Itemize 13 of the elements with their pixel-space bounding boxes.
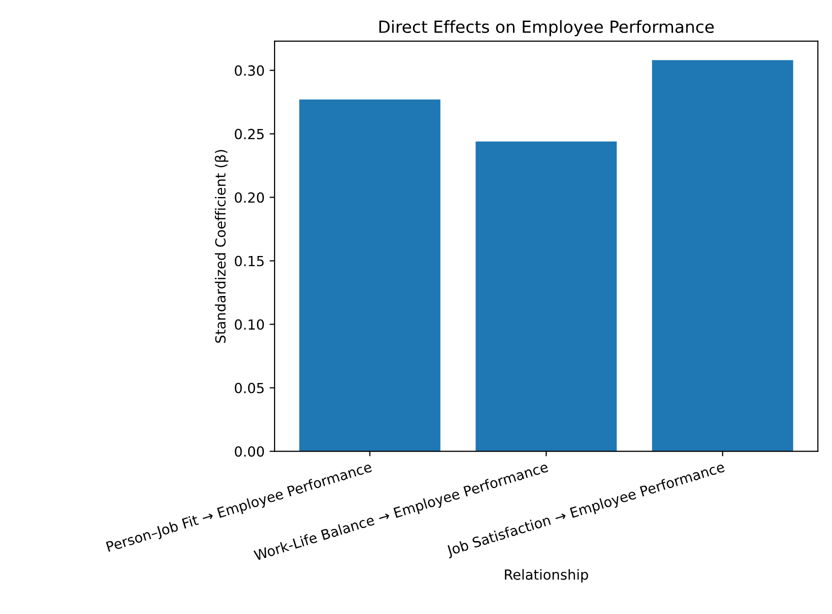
- chart-title: Direct Effects on Employee Performance: [379, 20, 714, 36]
- y-tick-label: 0.05: [234, 382, 264, 394]
- y-tick-label: 0.25: [234, 128, 264, 140]
- bar: [476, 141, 617, 452]
- y-tick-label: 0.10: [234, 319, 264, 330]
- bar: [299, 100, 440, 452]
- y-tick-label: 0.30: [234, 65, 264, 76]
- y-tick-label: 0.15: [234, 256, 264, 266]
- y-tick-label: 0.00: [234, 446, 264, 457]
- y-axis-title: Standardized Coefficient (β): [214, 150, 228, 343]
- bar: [652, 60, 794, 452]
- y-tick-label: 0.20: [234, 192, 264, 203]
- x-axis-title: Relationship: [504, 569, 588, 583]
